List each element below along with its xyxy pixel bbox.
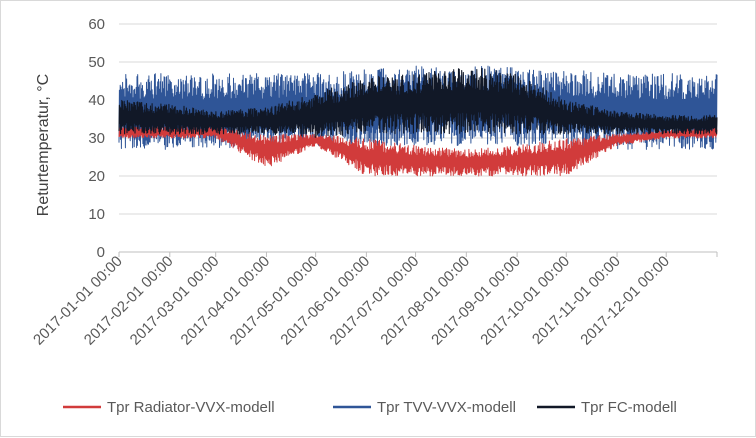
x-tick-label: 2017-10-01 00:00 [477,253,573,349]
x-tick-label: 2017-05-01 00:00 [227,253,323,349]
series-line-3 [118,68,718,138]
y-tick-label: 10 [88,206,105,223]
legend-label: Tpr FC-modell [581,399,677,416]
y-tick-label: 0 [97,244,105,261]
y-tick-label: 20 [88,168,105,185]
series-line-1 [118,126,718,177]
x-tick-label: 2017-03-01 00:00 [127,253,223,349]
x-tick-label: 2017-08-01 00:00 [377,253,473,349]
x-tick-label: 2017-07-01 00:00 [327,253,423,349]
legend-label: Tpr TVV-VVX-modell [377,399,516,416]
y-tick-label: 30 [88,130,105,147]
x-tick-label: 2017-12-01 00:00 [577,253,673,349]
series-layer [118,65,718,177]
legend: Tpr Radiator-VVX-modell Tpr TVV-VVX-model… [63,399,677,416]
y-tick-label: 60 [88,16,105,33]
x-tick-label: 2017-11-01 00:00 [529,253,624,348]
x-tick-label: 2017-04-01 00:00 [178,253,274,349]
y-tick-label: 40 [88,92,105,109]
x-tick-label: 2017-01-01 00:00 [30,253,126,349]
legend-label: Tpr Radiator-VVX-modell [107,399,275,416]
x-tick-label: 2017-09-01 00:00 [428,253,524,349]
x-tick-label: 2017-06-01 00:00 [277,253,373,349]
y-tick-label: 50 [88,54,105,71]
y-axis-title: Returtemperatur, °C [35,74,52,216]
